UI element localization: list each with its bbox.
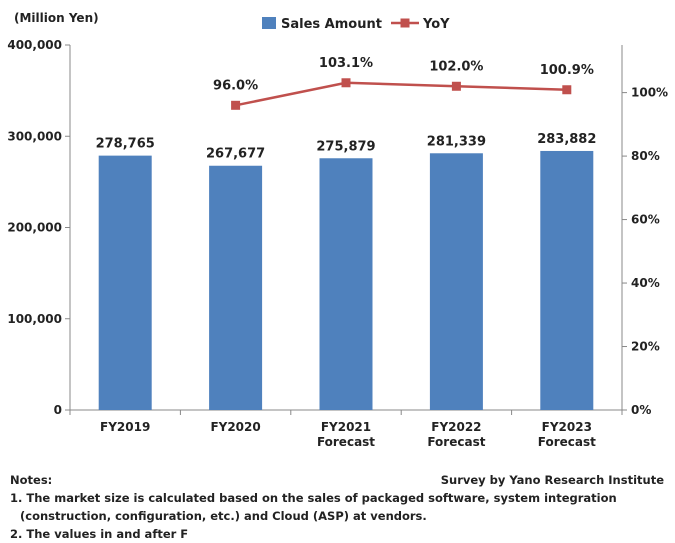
axes: 0 100,000 200,000 300,000 400,000 0% 20% 40% 60%… <box>7 38 668 449</box>
y-right-tick-label: 80% <box>631 149 660 163</box>
bar-data-label: 283,882 <box>537 132 596 147</box>
bar <box>429 153 483 410</box>
y-right-tick-label: 0% <box>631 403 651 417</box>
yoy-point <box>562 85 572 95</box>
y-axis-unit-label: (Million Yen) <box>14 11 99 25</box>
legend-swatch-sales <box>262 17 276 29</box>
y-right-tick-label: 20% <box>631 340 660 354</box>
bar <box>319 158 373 410</box>
line-series <box>231 78 572 110</box>
x-tick-label: FY2022 <box>431 420 481 434</box>
source-credit: Survey by Yano Research Institute <box>440 473 664 487</box>
note-line-2: 2. The values in and after F <box>10 527 189 541</box>
combo-chart: (Million Yen) Sales Amount YoY 0 100,000 20… <box>7 11 668 449</box>
y-left-tick-label: 400,000 <box>7 38 62 52</box>
x-tick-label: Forecast <box>317 435 375 449</box>
bar <box>98 155 152 410</box>
yoy-line <box>235 81 567 107</box>
y-left-tick-label: 100,000 <box>7 312 62 326</box>
notes-heading: Notes: <box>10 473 53 487</box>
note-line-1-continued: (construction, configuration, etc.) and … <box>20 509 427 523</box>
y-left-tick-label: 300,000 <box>7 129 62 143</box>
bar-data-label: 281,339 <box>427 134 486 149</box>
x-tick-label: FY2019 <box>100 420 150 434</box>
yoy-data-label: 100.9% <box>540 63 594 78</box>
x-tick-label: FY2021 <box>321 420 371 434</box>
x-tick-label: Forecast <box>427 435 485 449</box>
y-right-tick-label: 60% <box>631 213 660 227</box>
yoy-data-label: 103.1% <box>319 56 373 71</box>
bar-data-label: 267,677 <box>206 147 265 162</box>
legend-label-sales: Sales Amount <box>281 17 382 32</box>
yoy-point <box>341 78 351 88</box>
bar-series <box>98 150 594 410</box>
bar-data-label: 275,879 <box>316 139 375 154</box>
x-tick-label: FY2020 <box>210 420 260 434</box>
bar-data-label: 278,765 <box>96 137 155 152</box>
yoy-data-label: 102.0% <box>429 59 483 74</box>
bar <box>209 165 263 410</box>
yoy-point <box>231 100 241 110</box>
bar <box>540 150 594 410</box>
legend-label-yoy: YoY <box>422 17 450 32</box>
notes-section: Notes: Survey by Yano Research Institute… <box>10 471 670 543</box>
y-right-tick-label: 40% <box>631 276 660 290</box>
note-line-1: 1. The market size is calculated based o… <box>10 491 617 505</box>
yoy-point <box>451 81 461 91</box>
legend-marker-yoy <box>400 18 410 28</box>
y-right-tick-label: 100% <box>631 86 668 100</box>
y-left-tick-label: 200,000 <box>7 221 62 235</box>
data-labels: 278,765 267,677 275,879 281,339 283,882 96.0%… <box>96 56 597 162</box>
yoy-data-label: 96.0% <box>213 78 258 93</box>
x-tick-label: FY2023 <box>542 420 592 434</box>
legend: Sales Amount YoY <box>262 17 450 32</box>
y-left-tick-label: 0 <box>54 403 62 417</box>
x-tick-label: Forecast <box>538 435 596 449</box>
